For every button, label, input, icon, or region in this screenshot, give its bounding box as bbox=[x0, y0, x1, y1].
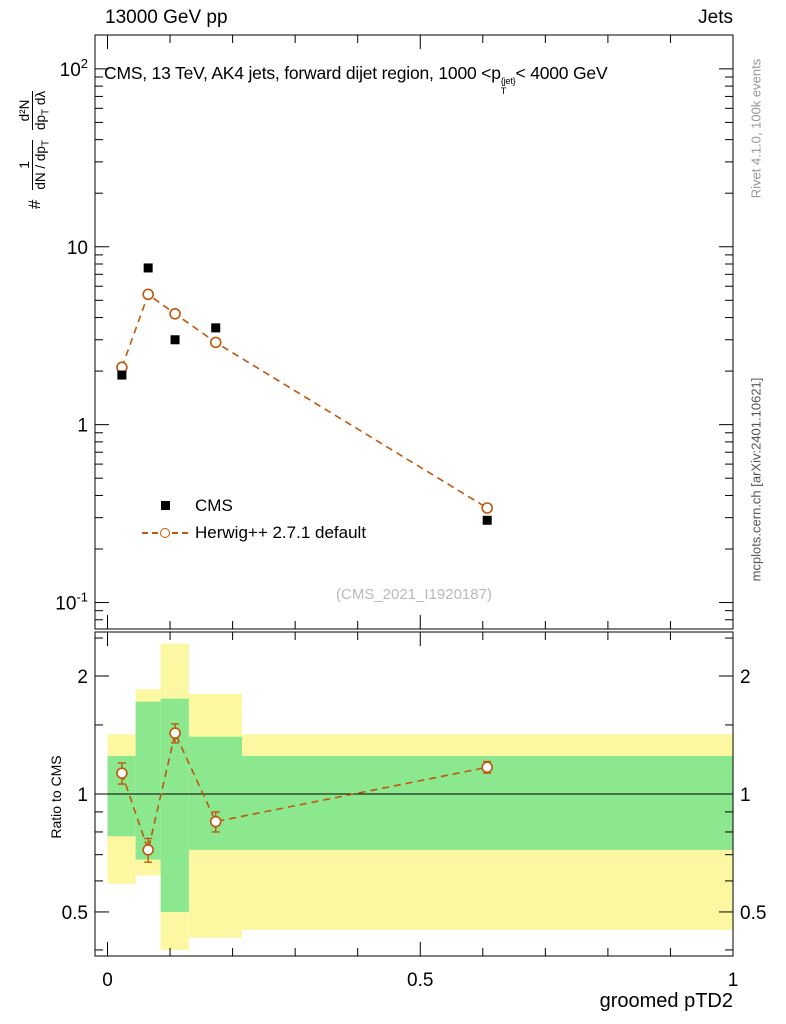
herwig-line-main bbox=[121, 293, 488, 509]
cms-point bbox=[482, 515, 492, 525]
plot-title: CMS, 13 TeV, AK4 jets, forward dijet reg… bbox=[104, 63, 608, 96]
x-tick-label: 0 bbox=[102, 970, 113, 991]
cms-point bbox=[170, 335, 180, 345]
fraction1-den-text: dN / dp bbox=[32, 146, 48, 190]
uncertainty-band-green bbox=[135, 701, 161, 860]
legend-item-cms: CMS bbox=[142, 492, 366, 519]
herwig-line-ratio bbox=[121, 730, 488, 853]
y-label-hash: # bbox=[25, 199, 44, 210]
main-y-tick-label: 10-1 bbox=[55, 590, 88, 615]
plot-title-subscript: T bbox=[500, 86, 507, 96]
ratio-y-tick-label-left: 1 bbox=[77, 785, 88, 806]
fraction2-den-lambda: dλ bbox=[32, 90, 48, 109]
rivet-version-label: Rivet 4.1.0, 100k events bbox=[748, 58, 764, 199]
fraction1-den-sub: T bbox=[40, 140, 52, 147]
herwig-point-main bbox=[209, 336, 222, 349]
analysis-id-watermark: (CMS_2021_I1920187) bbox=[336, 586, 492, 603]
uncertainty-band-green bbox=[188, 736, 242, 850]
plot-title-prefix: CMS, 13 TeV, AK4 jets, forward dijet reg… bbox=[104, 63, 501, 83]
herwig-point-ratio bbox=[116, 767, 128, 779]
fraction2-numerator: d²N bbox=[16, 90, 33, 131]
herwig-point-main bbox=[481, 502, 493, 514]
x-tick-label: 1 bbox=[728, 970, 739, 991]
y-label-fraction-2: d²N dpT dλ bbox=[16, 90, 54, 131]
fraction2-den-sub: T bbox=[40, 108, 52, 115]
main-y-tick-label: 10 bbox=[67, 238, 88, 259]
cms-marker-swatch bbox=[142, 499, 188, 513]
fraction2-den-text: dp bbox=[32, 115, 48, 131]
analysis-group-label: Jets bbox=[698, 7, 733, 28]
main-frame bbox=[94, 34, 734, 630]
legend-herwig-label: Herwig++ 2.7.1 default bbox=[195, 522, 367, 542]
ratio-y-axis-label: Ratio to CMS bbox=[48, 755, 64, 839]
main-y-axis-label: # 1 dN / dpT d²N dpT dλ bbox=[13, 15, 57, 285]
main-y-tick-label: 102 bbox=[60, 56, 88, 81]
ratio-y-tick-label-right: 1 bbox=[740, 785, 751, 806]
legend: CMS Herwig++ 2.7.1 default bbox=[142, 492, 366, 546]
fraction1-denominator: dN / dpT bbox=[33, 140, 54, 190]
ratio-y-tick-label-left: 2 bbox=[77, 667, 88, 688]
x-axis-label: groomed pTD2 bbox=[599, 990, 733, 1012]
x-tick-label: 0.5 bbox=[407, 970, 433, 991]
beam-energy-label: 13000 GeV pp bbox=[105, 7, 228, 28]
herwig-marker-swatch bbox=[142, 526, 188, 540]
legend-cms-label: CMS bbox=[195, 495, 233, 515]
mcplots-reference-label: mcplots.cern.ch [arXiv:2401.10621] bbox=[748, 377, 764, 582]
herwig-point-ratio bbox=[209, 815, 222, 828]
cms-point bbox=[117, 370, 127, 380]
open-circle-icon bbox=[160, 527, 170, 538]
fraction1-numerator: 1 bbox=[16, 140, 33, 190]
ratio-y-tick-label-right: 2 bbox=[740, 667, 751, 688]
herwig-point-main bbox=[169, 307, 181, 320]
plot-title-superscript: {jet} bbox=[500, 76, 516, 86]
pt-jet-supsub: {jet} T bbox=[501, 76, 516, 96]
plot-title-suffix: < 4000 GeV bbox=[515, 63, 608, 83]
fraction2-denominator: dpT dλ bbox=[33, 91, 54, 130]
filled-square-icon bbox=[160, 501, 170, 510]
y-label-fraction-1: 1 dN / dpT bbox=[16, 140, 54, 190]
herwig-point-main bbox=[142, 288, 154, 301]
herwig-point-ratio bbox=[481, 761, 493, 774]
ratio-y-tick-label-right: 0.5 bbox=[740, 903, 766, 924]
ratio-y-tick-label-left: 0.5 bbox=[62, 903, 88, 924]
main-y-tick-label: 1 bbox=[77, 416, 88, 437]
legend-item-herwig: Herwig++ 2.7.1 default bbox=[142, 519, 366, 546]
herwig-point-ratio bbox=[169, 727, 181, 739]
cms-point bbox=[211, 323, 221, 333]
herwig-point-ratio bbox=[142, 844, 154, 856]
cms-point bbox=[143, 263, 153, 273]
